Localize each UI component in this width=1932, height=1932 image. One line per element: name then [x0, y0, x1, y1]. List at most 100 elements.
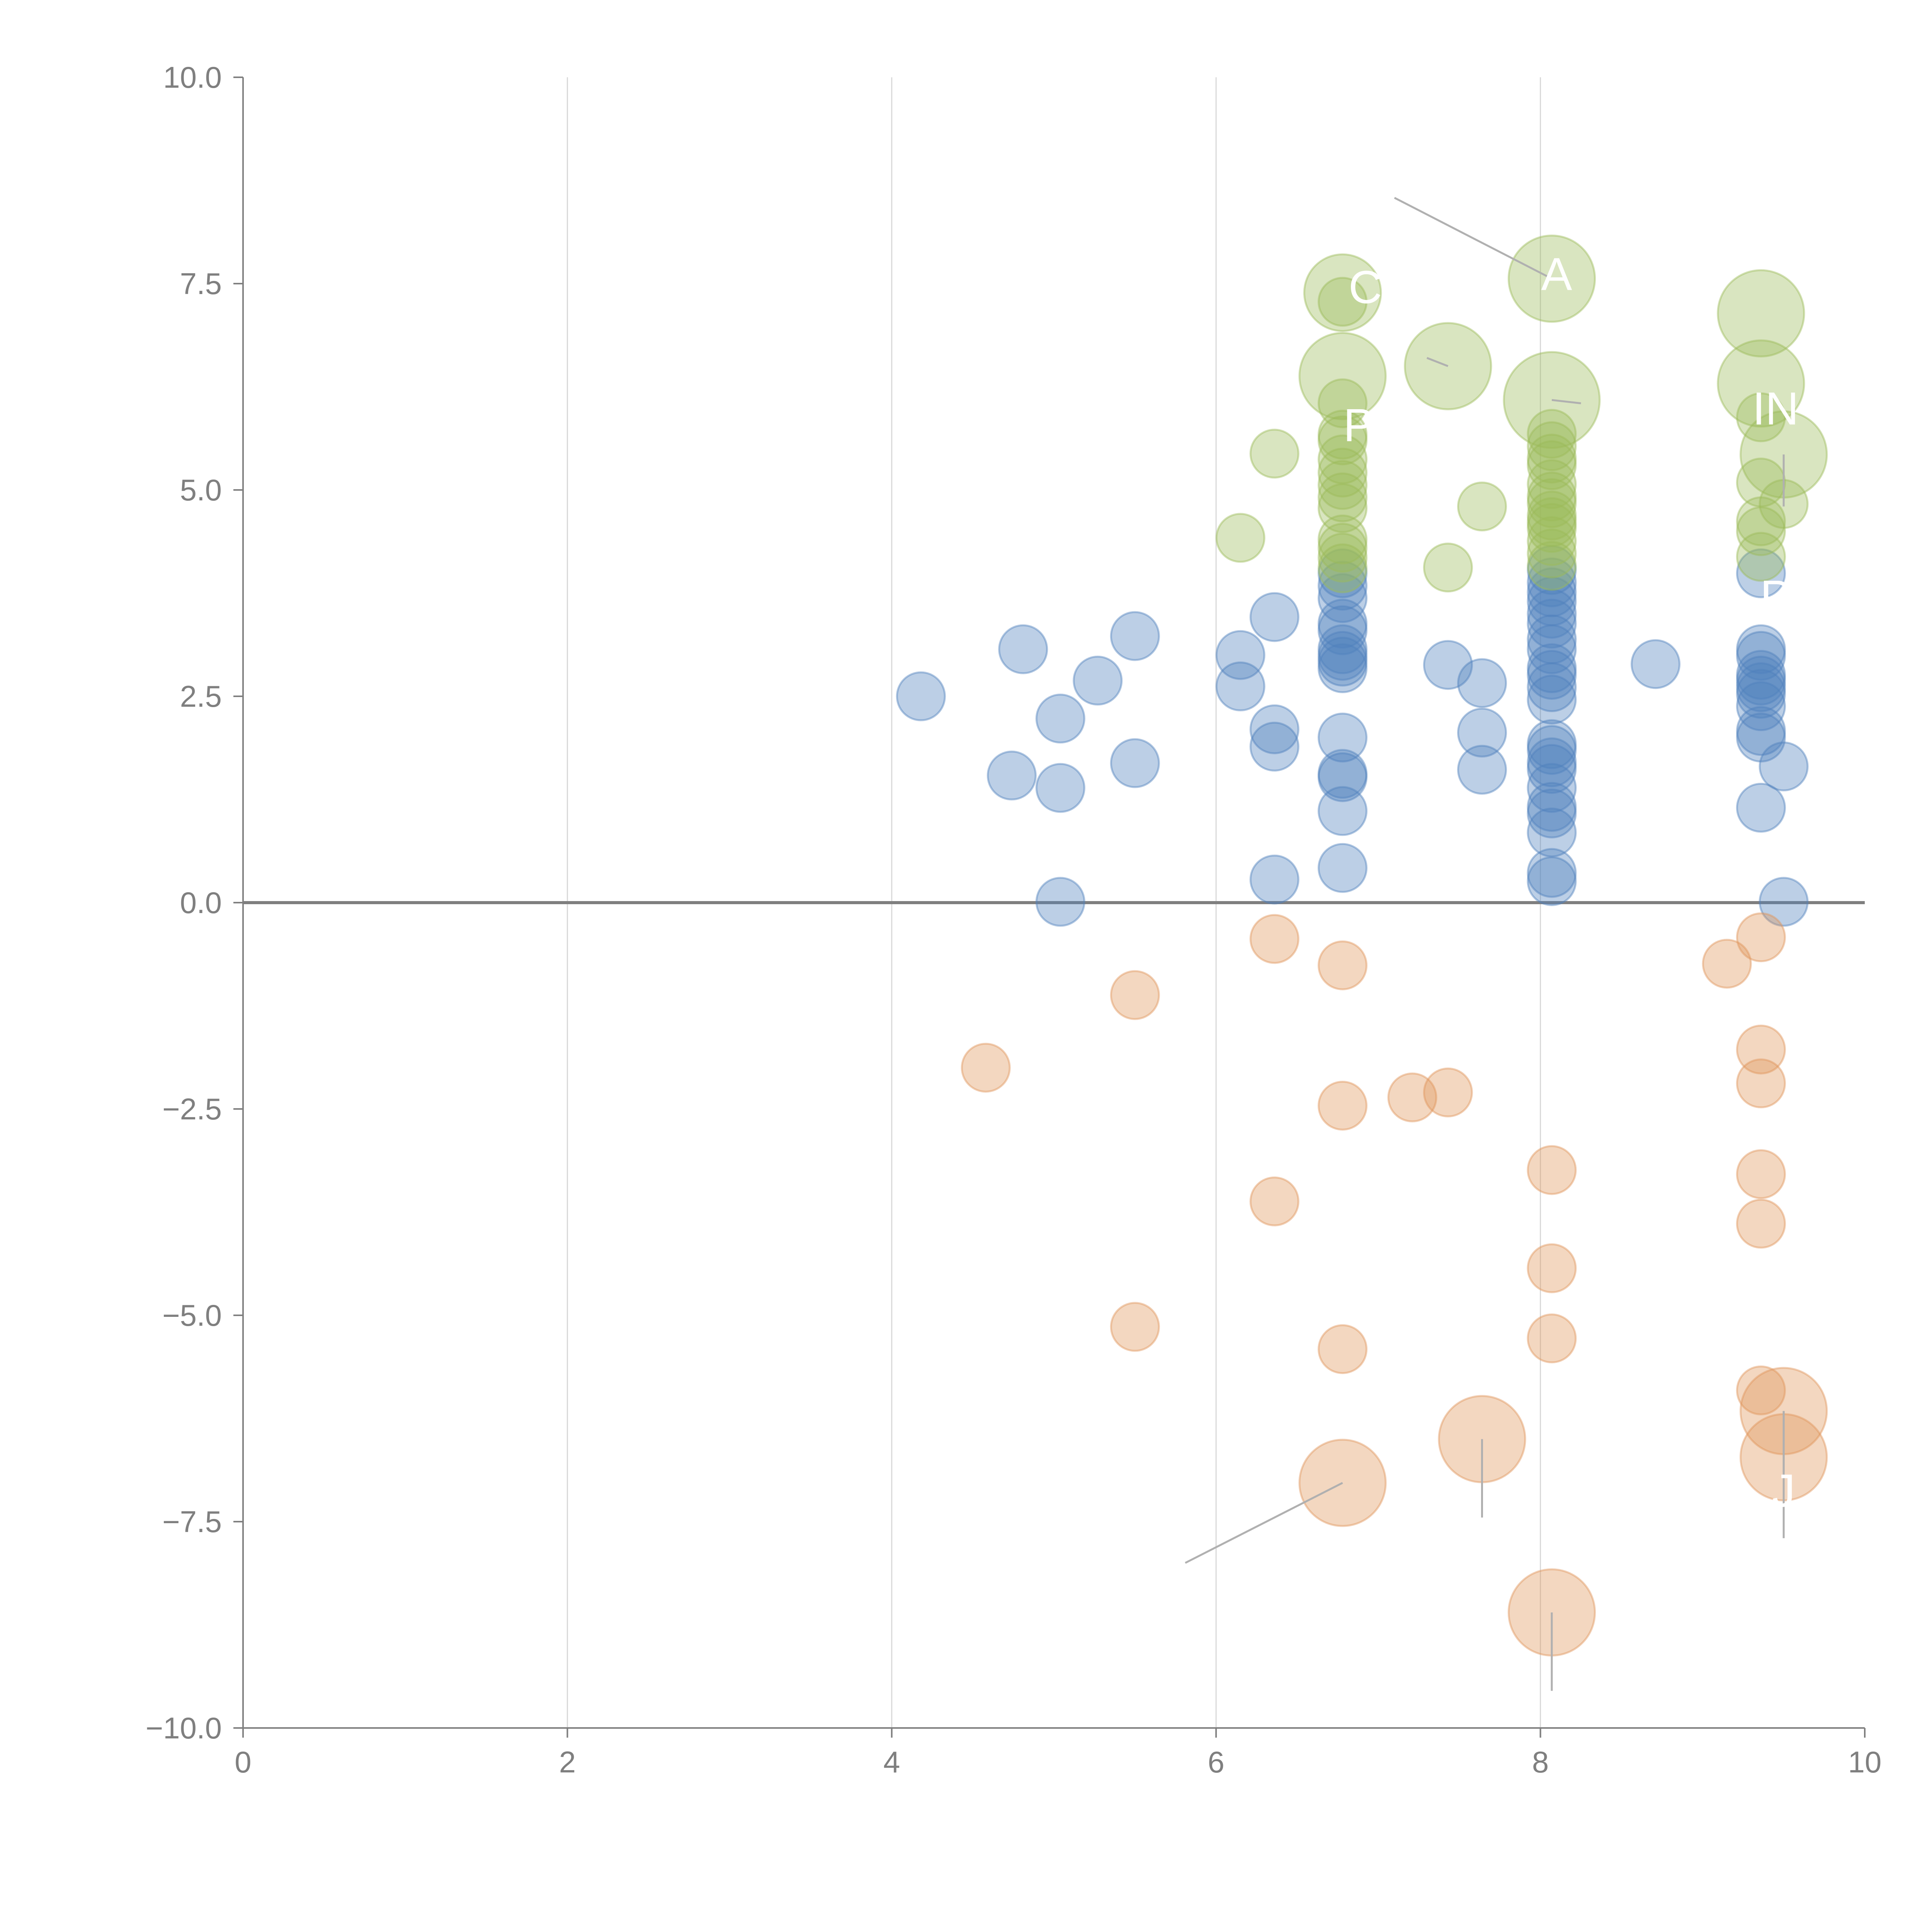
green-point: [1717, 339, 1805, 428]
y-tick-label: −7.5: [162, 1505, 222, 1539]
y-tick-label: −5.0: [162, 1298, 222, 1332]
y-tick-label: 10.0: [163, 60, 222, 94]
annotation-label: P: [1760, 571, 1791, 623]
orange-point: [961, 1043, 1011, 1093]
blue-point: [1249, 704, 1299, 754]
blue-point: [1318, 752, 1368, 802]
green-point: [1318, 434, 1368, 485]
blue-point: [1318, 749, 1368, 799]
y-tick-label: −2.5: [162, 1092, 222, 1126]
x-tick-label: 0: [235, 1745, 251, 1779]
blue-point: [1527, 576, 1577, 626]
green-point: [1527, 503, 1577, 553]
blue-point: [1527, 614, 1577, 665]
green-point: [1527, 440, 1577, 490]
blue-point: [1736, 655, 1786, 706]
blue-point: [1736, 631, 1786, 681]
y-tick-label: −10.0: [146, 1711, 222, 1745]
blue-point: [1035, 694, 1085, 744]
green-point: [1318, 277, 1368, 327]
green-point: [1249, 429, 1299, 479]
orange-point: [1527, 1145, 1577, 1195]
orange-point: [1736, 1365, 1786, 1415]
orange-point: [1318, 1324, 1368, 1374]
annotation-leader-line: [1426, 357, 1449, 367]
x-tick-label: 2: [559, 1745, 576, 1779]
blue-point: [1736, 662, 1786, 713]
green-point: [1736, 506, 1786, 556]
green-point: [1318, 472, 1368, 522]
green-point: [1527, 490, 1577, 541]
blue-point: [1527, 557, 1577, 607]
blue-point: [1736, 706, 1786, 756]
blue-point: [1423, 640, 1473, 690]
green-point: [1318, 410, 1368, 460]
blue-point: [1527, 567, 1577, 617]
green-point: [1318, 532, 1368, 583]
blue-point: [1527, 545, 1577, 595]
blue-point: [1110, 611, 1160, 661]
orange-point: [1423, 1067, 1473, 1117]
blue-point: [1318, 605, 1368, 655]
x-tick-label: 6: [1208, 1745, 1225, 1779]
x-tick-label: 8: [1532, 1745, 1549, 1779]
blue-point: [1249, 721, 1299, 772]
green-point: [1527, 409, 1577, 459]
blue-point: [998, 624, 1048, 674]
blue-point: [1318, 573, 1368, 623]
blue-point: [1759, 742, 1809, 792]
blue-point: [1035, 877, 1085, 927]
blue-point: [1527, 763, 1577, 813]
blue-point: [1736, 681, 1786, 731]
blue-point: [1736, 713, 1786, 763]
green-point: [1303, 253, 1382, 332]
blue-point: [1527, 643, 1577, 693]
blue-point: [1318, 548, 1368, 599]
orange-point: [1736, 1149, 1786, 1199]
blue-point: [1318, 786, 1368, 836]
green-point: [1215, 513, 1265, 563]
blue-point: [1527, 848, 1577, 898]
annotation-leader-line: [1551, 399, 1581, 405]
orange-point: [1736, 1199, 1786, 1249]
green-point: [1423, 543, 1473, 593]
green-point: [1717, 269, 1805, 357]
blue-point: [896, 671, 946, 721]
y-tick-label: 0.0: [180, 886, 222, 920]
green-point: [1318, 543, 1368, 594]
blue-point: [1736, 624, 1786, 674]
green-point: [1527, 459, 1577, 509]
green-point: [1318, 523, 1368, 573]
green-point: [1318, 514, 1368, 565]
blue-point: [1527, 719, 1577, 769]
orange-point: [1318, 940, 1368, 990]
annotation-label: IN: [1752, 383, 1799, 435]
blue-point: [1527, 744, 1577, 794]
orange-point: [1318, 1080, 1368, 1131]
green-point: [1298, 332, 1387, 420]
blue-point: [1736, 782, 1786, 833]
blue-point: [1527, 662, 1577, 713]
blue-point: [1249, 592, 1299, 642]
orange-leader-line: [1185, 1482, 1343, 1564]
blue-point: [1215, 630, 1265, 680]
orange-point: [1527, 1243, 1577, 1293]
blue-point: [1318, 713, 1368, 763]
blue-point: [1527, 807, 1577, 857]
orange-point: [1110, 970, 1160, 1020]
annotation-layer: C A P IN P J: [1185, 197, 1799, 1691]
blue-point: [986, 750, 1037, 801]
orange-point: [1387, 1072, 1437, 1122]
blue-point: [1318, 624, 1368, 674]
orange-point: [1110, 1302, 1160, 1352]
blue-point: [1759, 877, 1809, 927]
green-point: [1318, 415, 1368, 466]
blue-point: [1318, 843, 1368, 893]
green-point: [1736, 392, 1786, 442]
blue-point: [1527, 737, 1577, 787]
blue-point: [1527, 588, 1577, 639]
green-point: [1318, 460, 1368, 510]
annotation-label: A: [1541, 248, 1572, 300]
blue-point: [1736, 669, 1786, 719]
